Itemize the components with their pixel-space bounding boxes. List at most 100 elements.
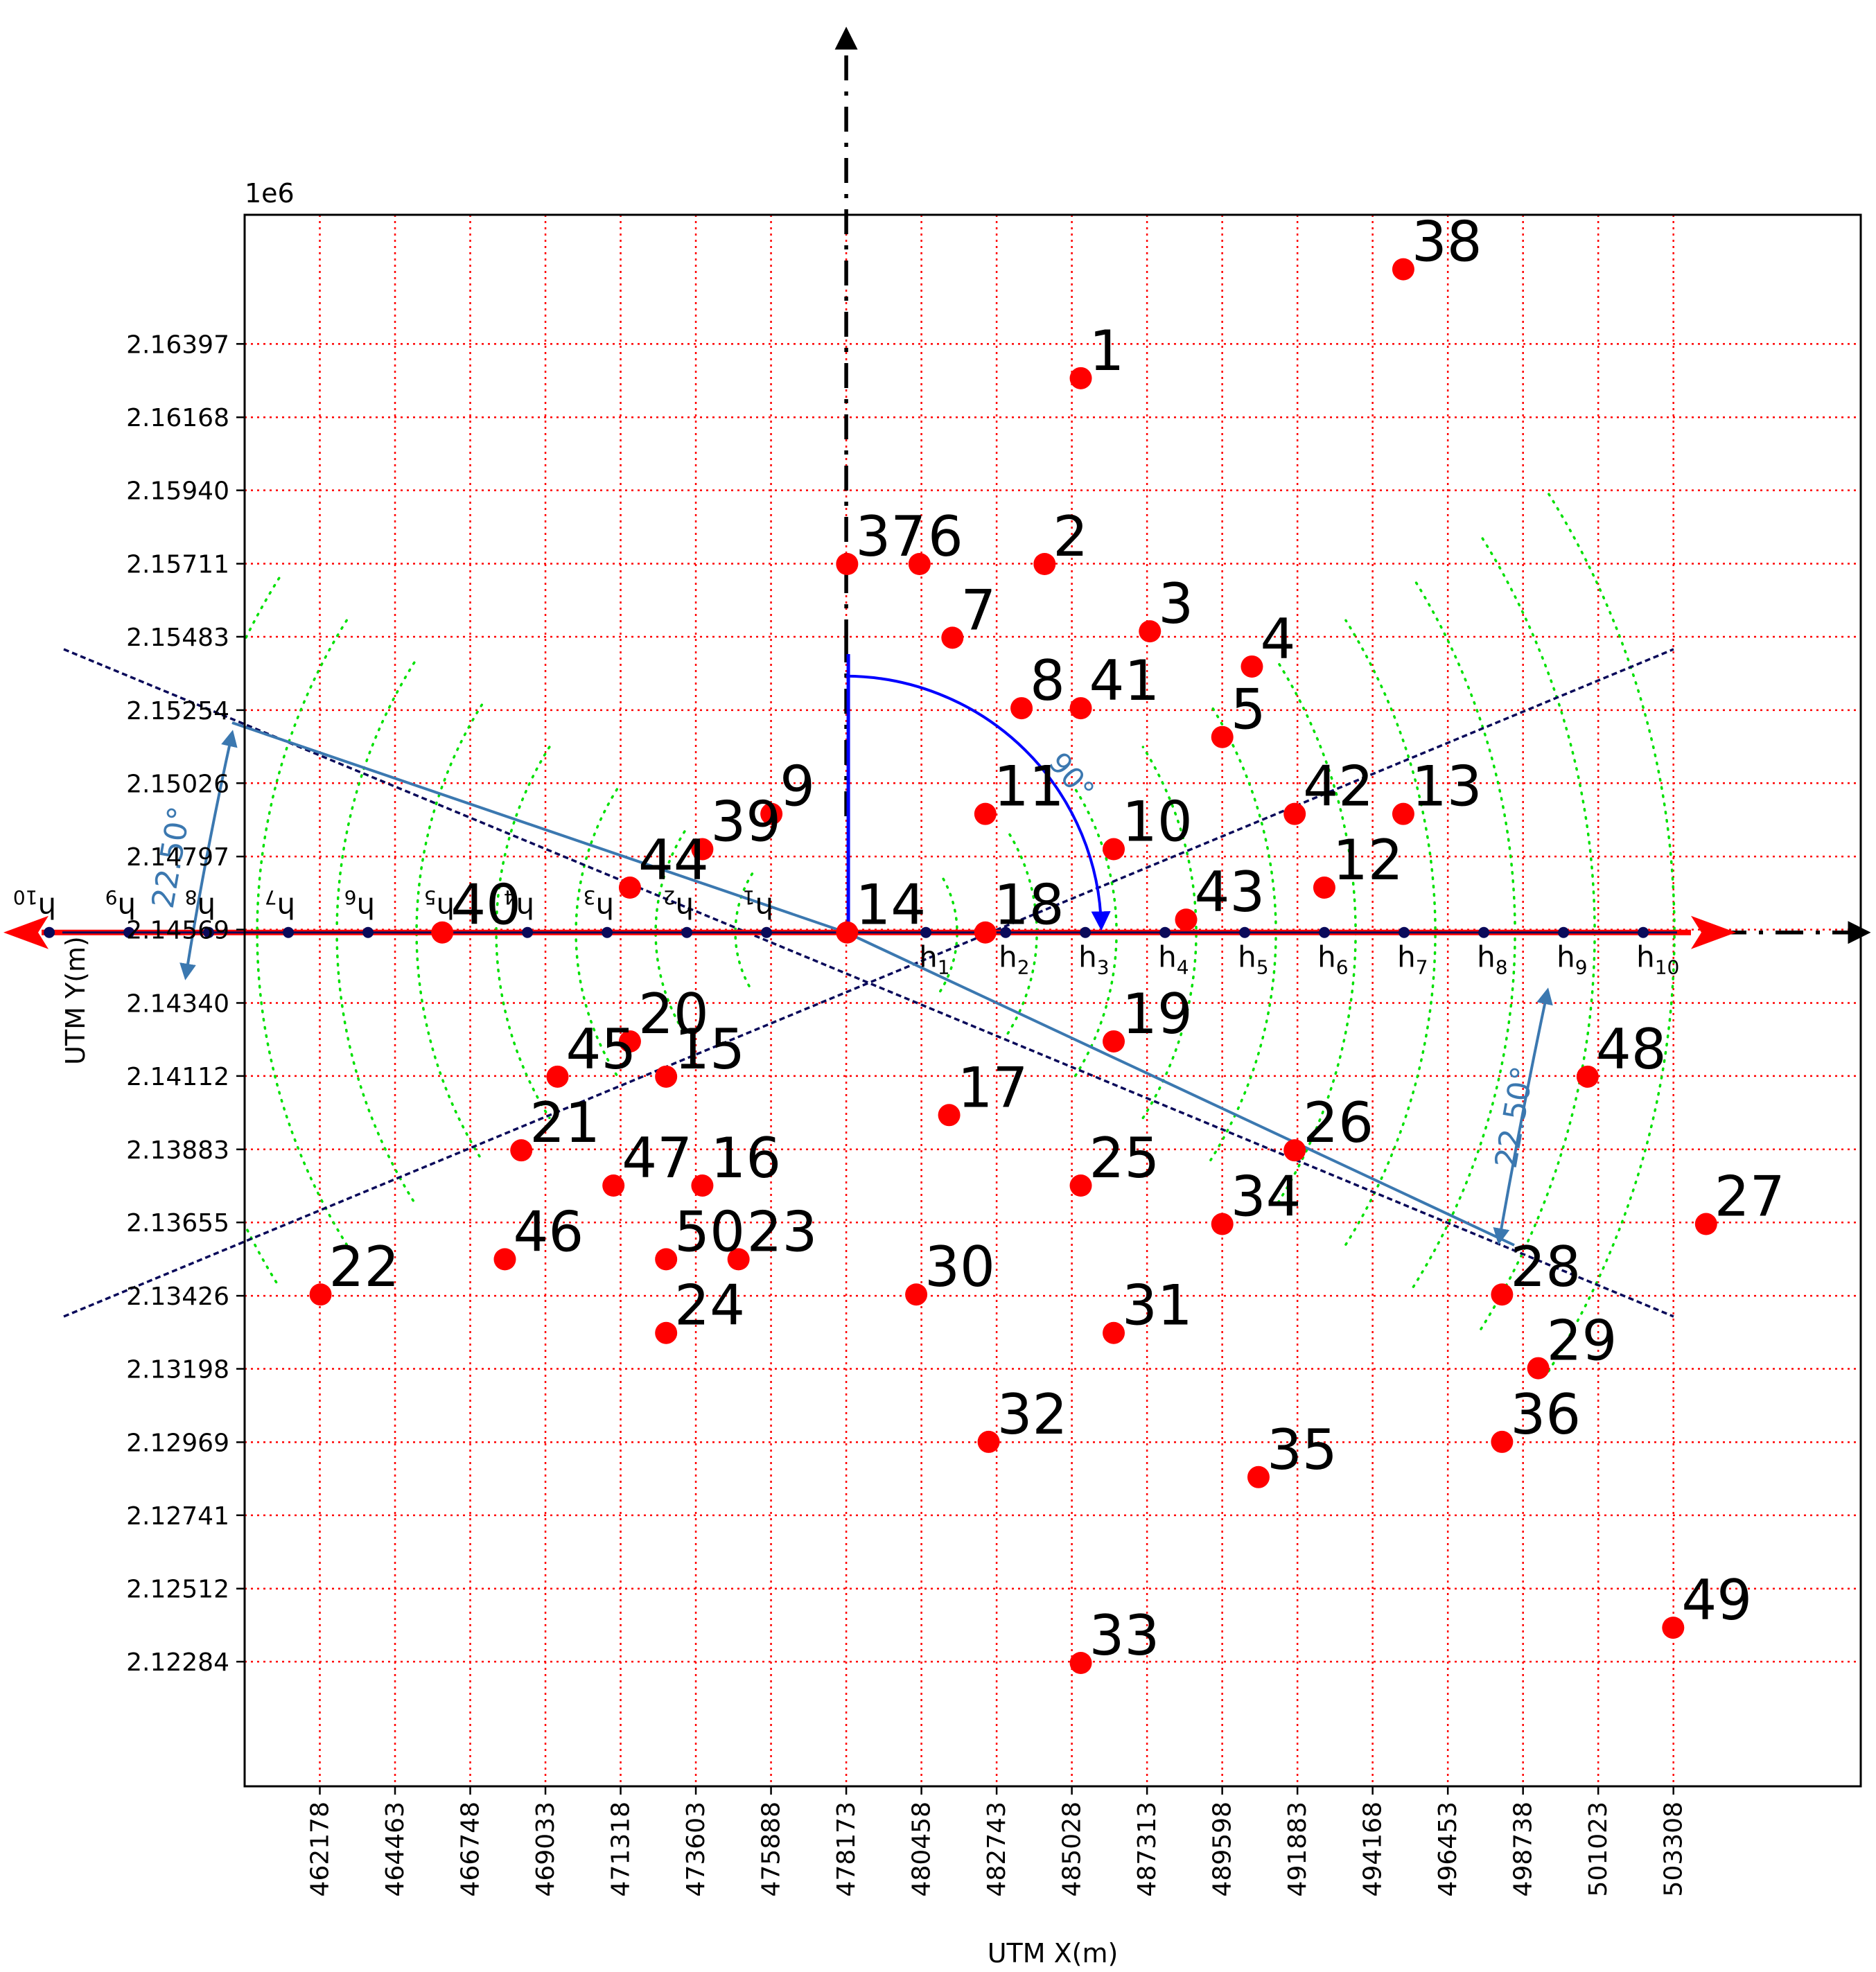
y-tick-label: 2.15711 <box>126 551 229 579</box>
point-label-44: 44 <box>638 828 709 892</box>
point-label-7: 7 <box>961 578 996 642</box>
x-tick-label: 466748 <box>457 1802 485 1896</box>
data-point-37 <box>836 553 859 575</box>
direction-axes: h1h1h2h2h3h3h4h4h5h5h6h6h7h7h8h8h9h9h10h… <box>3 26 1871 979</box>
x-tick-label: 482743 <box>983 1802 1011 1896</box>
data-point-14 <box>836 921 859 944</box>
data-point-49 <box>1662 1617 1685 1639</box>
point-label-9: 9 <box>780 755 815 819</box>
data-point-26 <box>1283 1139 1306 1162</box>
bandwidth-line-left <box>231 721 847 934</box>
lag-label-left: h7 <box>265 886 295 925</box>
grid-lines <box>245 215 1861 1786</box>
data-point-11 <box>974 802 997 825</box>
data-point-44 <box>618 877 641 899</box>
point-label-25: 25 <box>1089 1126 1160 1190</box>
data-point-18 <box>974 921 997 944</box>
x-tick-label: 501023 <box>1584 1802 1613 1896</box>
x-tick-marks: 462178 464463 466748 469033 471318 473603 4758… <box>306 1786 1688 1896</box>
y-offset-label: 1e6 <box>245 178 295 209</box>
point-label-41: 41 <box>1089 649 1160 713</box>
lag-dot-left <box>602 926 613 938</box>
x-tick-label: 494168 <box>1359 1802 1387 1896</box>
x-tick-label: 485028 <box>1058 1802 1087 1896</box>
data-point-40 <box>431 921 454 944</box>
lag-dot-right <box>1478 926 1490 938</box>
point-label-48: 48 <box>1596 1017 1667 1082</box>
point-label-20: 20 <box>638 982 709 1046</box>
y-tick-label: 2.14112 <box>126 1063 229 1091</box>
tolerance-angle-label-right: 22.50° <box>1489 1064 1541 1171</box>
x-tick-label: 469033 <box>532 1802 560 1896</box>
data-point-23 <box>727 1248 750 1271</box>
data-point-5 <box>1211 725 1234 748</box>
y-tick-label: 2.14340 <box>126 989 229 1018</box>
data-point-7 <box>941 626 964 649</box>
point-label-19: 19 <box>1122 982 1193 1046</box>
data-point-10 <box>1103 838 1125 861</box>
data-point-24 <box>655 1321 678 1344</box>
point-label-34: 34 <box>1231 1165 1301 1229</box>
lag-dot-right <box>1319 926 1331 938</box>
lag-arc <box>1209 703 1277 1162</box>
bandwidth-line-right <box>845 931 1515 1247</box>
point-label-37: 37 <box>855 504 926 569</box>
data-point-3 <box>1139 620 1161 643</box>
point-label-27: 27 <box>1715 1165 1785 1229</box>
lag-label-right: h7 <box>1397 940 1428 979</box>
data-point-9 <box>760 802 783 825</box>
lag-arc <box>1006 830 1038 1035</box>
x-tick-label: 496453 <box>1434 1802 1462 1896</box>
lag-dot-right <box>1080 926 1092 938</box>
data-point-42 <box>1283 802 1306 825</box>
y-tick-label: 2.16397 <box>126 331 229 359</box>
point-label-16: 16 <box>710 1126 781 1190</box>
x-tick-label: 503308 <box>1660 1802 1688 1896</box>
tolerance-arc-right <box>1493 987 1553 1245</box>
x-tick-label: 487313 <box>1133 1802 1161 1896</box>
lag-arc <box>1344 619 1437 1246</box>
data-point-27 <box>1694 1213 1717 1235</box>
point-label-38: 38 <box>1412 210 1482 274</box>
data-point-25 <box>1069 1174 1092 1197</box>
point-label-43: 43 <box>1194 860 1265 924</box>
data-point-43 <box>1175 908 1198 931</box>
data-point-38 <box>1392 258 1414 281</box>
data-point-12 <box>1313 877 1335 899</box>
y-tick-label: 2.13426 <box>126 1283 229 1311</box>
x-tick-label: 464463 <box>381 1802 410 1896</box>
point-label-31: 31 <box>1122 1274 1193 1338</box>
point-label-26: 26 <box>1303 1091 1374 1155</box>
y-axis-label: UTM Y(m) <box>60 936 91 1065</box>
y-tick-label: 2.16168 <box>126 404 229 432</box>
data-point-15 <box>655 1065 678 1088</box>
data-points: 1234567891011121314151617181920212223242… <box>309 210 1785 1674</box>
tolerance-line-lower <box>63 648 1674 1318</box>
lag-dot-left <box>522 926 534 938</box>
y-tick-label: 2.15940 <box>126 477 229 506</box>
data-point-21 <box>510 1139 533 1162</box>
point-label-33: 33 <box>1089 1603 1160 1668</box>
lag-arc <box>654 830 686 1035</box>
lag-label-right: h1 <box>919 940 949 979</box>
lag-dot-left <box>681 926 693 938</box>
x-tick-label: 475888 <box>757 1802 786 1896</box>
lag-dot-right <box>1159 926 1171 938</box>
point-label-3: 3 <box>1158 572 1193 636</box>
point-label-10: 10 <box>1122 790 1193 854</box>
point-label-21: 21 <box>529 1091 600 1155</box>
point-label-13: 13 <box>1412 755 1482 819</box>
lag-dot-right <box>1399 926 1410 938</box>
point-label-12: 12 <box>1333 828 1403 892</box>
x-tick-label: 491883 <box>1283 1802 1312 1896</box>
point-label-39: 39 <box>710 790 781 854</box>
lag-dot-right <box>920 926 932 938</box>
point-label-28: 28 <box>1510 1235 1581 1299</box>
lag-label-left: h10 <box>13 886 56 925</box>
data-point-36 <box>1491 1430 1514 1453</box>
y-tick-label: 2.14569 <box>126 917 229 945</box>
point-label-32: 32 <box>997 1382 1068 1447</box>
lag-arc <box>256 619 348 1246</box>
data-point-20 <box>618 1030 641 1053</box>
point-label-49: 49 <box>1681 1568 1752 1632</box>
